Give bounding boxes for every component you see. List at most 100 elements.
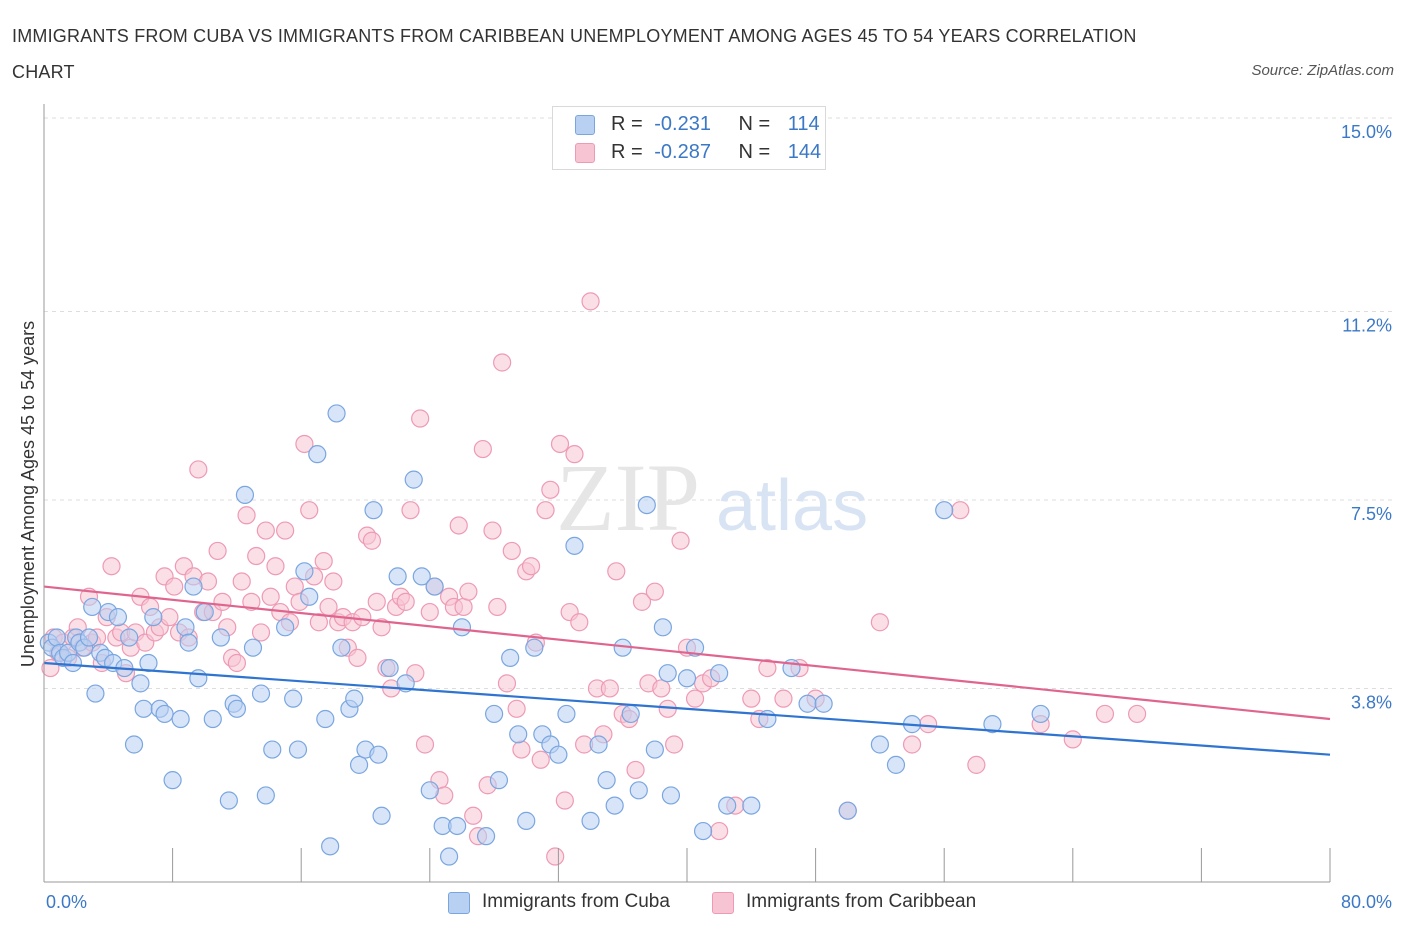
caribbean-point [546, 847, 565, 866]
legend-r-label: R = [611, 141, 643, 163]
cuba-point [420, 781, 439, 800]
cuba-point [369, 745, 388, 764]
bottom-legend-swatch-caribbean [712, 892, 734, 914]
cuba-point [284, 689, 303, 708]
cuba-point [653, 618, 672, 637]
caribbean-point [550, 434, 570, 454]
caribbean-point [348, 648, 367, 667]
cuba-point [597, 771, 616, 790]
caribbean-point [261, 587, 280, 606]
caribbean-point [1063, 730, 1082, 749]
bottom-legend-label-caribbean: Immigrants from Caribbean [746, 891, 977, 912]
caribbean-point [919, 715, 938, 734]
caribbean-point [502, 541, 521, 561]
caribbean-point [396, 592, 415, 611]
cuba-point [565, 536, 584, 555]
cuba-point [605, 796, 624, 815]
y-tick-label: 7.5% [1351, 504, 1392, 524]
watermark: ZIP atlas [556, 444, 868, 551]
caribbean-point [685, 689, 705, 708]
caribbean-point [237, 506, 256, 525]
cuba-point [321, 837, 340, 856]
caribbean-point [742, 689, 761, 708]
caribbean-point [607, 562, 626, 581]
cuba-point [489, 771, 509, 790]
legend-r-label: R = [611, 113, 643, 135]
caribbean-point [300, 501, 319, 520]
caribbean-point [160, 608, 179, 627]
cuba-point [557, 704, 576, 724]
source-label: Source: ZipAtlas.com [1251, 62, 1394, 79]
cuba-point [983, 715, 1002, 734]
caribbean-point [600, 679, 619, 698]
cuba-point [870, 735, 890, 754]
caribbean-point [401, 501, 420, 520]
caribbean-point [483, 521, 502, 540]
caribbean-point [967, 755, 986, 774]
legend-n-label: N = [738, 113, 771, 135]
cuba-trend-line [43, 661, 1331, 756]
cuba-point [364, 501, 383, 520]
cuba-point [108, 608, 128, 627]
caribbean-point [314, 552, 333, 571]
cuba-point [425, 577, 444, 596]
cuba-point [263, 740, 282, 759]
cuba-point [243, 638, 263, 657]
stats-legend: R = -0.231 N = 114 R = -0.287 N = 144 [552, 106, 826, 170]
caribbean-point [353, 608, 372, 627]
caribbean-point [626, 760, 645, 780]
legend-swatch-caribbean [575, 143, 595, 163]
cuba-point [171, 709, 190, 729]
caribbean-point [497, 674, 517, 693]
cuba-point [332, 638, 351, 657]
caribbean-point [1095, 704, 1115, 724]
cuba-point [219, 791, 238, 810]
caribbean-point [1127, 704, 1147, 724]
cuba-point [316, 709, 335, 729]
caribbean-point [324, 572, 343, 591]
caribbean-point [415, 735, 435, 754]
caribbean-trend-line [43, 585, 1331, 721]
caribbean-point [189, 460, 208, 479]
cuba-point [798, 694, 817, 713]
cuba-point [621, 704, 640, 724]
cuba-point [476, 827, 496, 846]
cuba-point [661, 786, 681, 805]
cuba-point [227, 699, 246, 718]
caribbean-point [285, 577, 304, 596]
cuba-point [203, 709, 222, 729]
caribbean-point [493, 353, 512, 372]
cuba-point [685, 638, 705, 657]
y-axis-label: Unemployment Among Ages 45 to 54 years [18, 321, 38, 667]
caribbean-point [247, 546, 266, 566]
caribbean-point [459, 582, 478, 601]
caribbean-point [319, 597, 338, 617]
caribbean-point [710, 821, 729, 841]
caribbean-point [232, 572, 251, 591]
chart-title: IMMIGRANTS FROM CUBA VS IMMIGRANTS FROM … [12, 26, 1137, 82]
cuba-point [288, 740, 308, 759]
cuba-point [509, 725, 528, 744]
cuba-point [886, 755, 906, 774]
cuba-point [629, 781, 648, 800]
legend-n-value-cuba: 114 [787, 113, 820, 135]
caribbean-point [555, 791, 574, 810]
caribbean-point [411, 409, 430, 428]
caribbean-point [165, 577, 184, 596]
caribbean-point [531, 750, 550, 769]
cuba-point [256, 786, 275, 805]
caribbean-point [276, 521, 295, 540]
trend-lines [43, 585, 1331, 756]
cuba-point [404, 470, 423, 489]
caribbean-point [464, 806, 483, 825]
caribbean-point [541, 480, 560, 499]
cuba-point [485, 704, 504, 724]
legend-swatch-cuba [575, 115, 595, 135]
cuba-point [452, 618, 472, 637]
cuba-point [131, 674, 150, 693]
cuba-point [163, 771, 182, 790]
cuba-point [47, 628, 66, 647]
cuba-point [83, 597, 102, 617]
bottom-legend-label-cuba: Immigrants from Cuba [482, 891, 670, 912]
cuba-point [935, 501, 954, 520]
